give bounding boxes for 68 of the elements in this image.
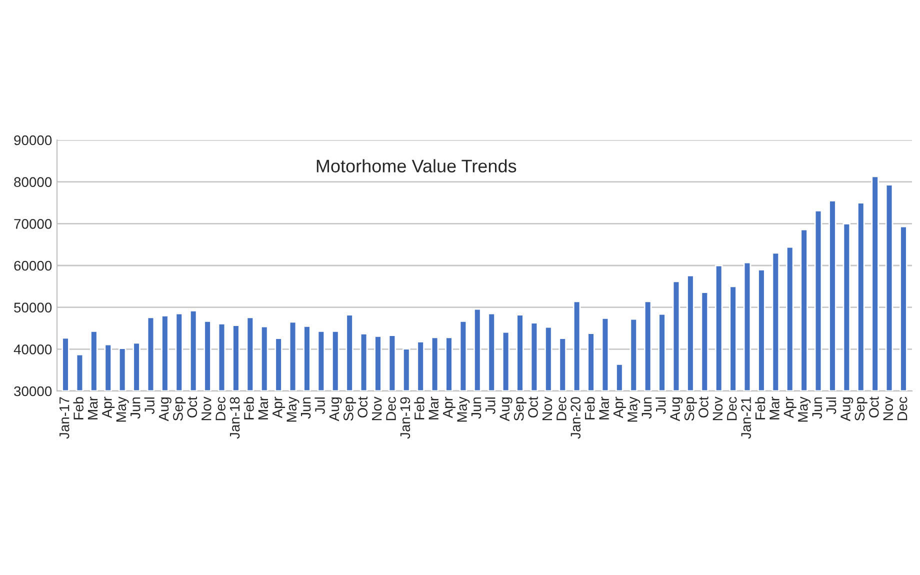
- x-tick-label: Aug: [670, 397, 683, 422]
- x-tick-label: Sep: [684, 397, 697, 421]
- x-tick-label: May: [798, 396, 811, 422]
- x-tick-label: Sep: [854, 397, 868, 421]
- x-tick-label: Oct: [528, 396, 538, 418]
- x-tick-label: Mar: [88, 396, 98, 420]
- x-tick-label: Oct: [358, 396, 368, 418]
- y-tick-label: 50000: [14, 302, 52, 313]
- x-tick-label: Oct: [868, 396, 879, 418]
- x-tick-label: Dec: [898, 396, 908, 420]
- x-tick-label: Mar: [770, 396, 780, 420]
- x-tick-label: May: [286, 396, 300, 422]
- x-tick-label: Aug: [500, 397, 512, 422]
- x-tick-label: Aug: [329, 397, 342, 422]
- x-tick-label: Feb: [584, 397, 595, 420]
- x-tick-label: Apr: [784, 396, 796, 418]
- x-tick-label: Nov: [883, 396, 894, 420]
- x-tick-label: Jun: [471, 397, 482, 419]
- x-tick-label: Sep: [343, 397, 356, 421]
- x-tick-label: Jul: [826, 397, 836, 414]
- x-tick-label: Jan-19: [400, 397, 410, 439]
- x-tick-label: Jun: [301, 397, 311, 419]
- x-tick-label: Nov: [202, 396, 212, 420]
- x-tick-label: Mar: [599, 396, 609, 420]
- x-tick-label: Jul: [485, 397, 496, 414]
- x-tick-label: Mar: [428, 396, 439, 420]
- x-tick-label: Feb: [244, 397, 254, 420]
- x-tick-label: Jan-20: [570, 397, 581, 439]
- x-tick-label: Nov: [542, 396, 552, 420]
- x-tick-label: Sep: [173, 397, 186, 421]
- x-tick-label: Dec: [727, 396, 737, 420]
- x-tick-label: Jun: [130, 397, 140, 419]
- x-tick-label: Dec: [216, 396, 226, 420]
- y-tick-label: 40000: [14, 344, 52, 354]
- y-tick-label: 90000: [14, 135, 52, 146]
- x-tick-label: Mar: [258, 396, 268, 420]
- x-tick-label: Feb: [754, 397, 766, 420]
- x-tick-label: Jul: [656, 397, 666, 414]
- x-tick-label: Jan-17: [60, 397, 70, 439]
- x-tick-label: Apr: [102, 396, 115, 418]
- x-tick-label: Jul: [314, 397, 325, 414]
- x-tick-label: Apr: [443, 396, 456, 418]
- y-tick-label: 80000: [14, 177, 52, 188]
- y-tick-label: 70000: [14, 219, 52, 229]
- x-tick-label: Nov: [712, 396, 723, 420]
- x-tick-label: Apr: [613, 396, 626, 418]
- x-tick-label: Aug: [158, 397, 172, 422]
- x-tick-label: Feb: [414, 397, 424, 420]
- x-tick-label: Jan-18: [230, 397, 240, 439]
- x-tick-label: Jan-21: [741, 397, 751, 439]
- x-tick-label: Sep: [514, 397, 526, 421]
- x-tick-label: Nov: [372, 396, 382, 420]
- y-tick-label: 30000: [14, 386, 52, 396]
- x-tick-label: Aug: [840, 397, 854, 422]
- x-tick-label: Dec: [386, 396, 396, 420]
- x-tick-label: Jun: [812, 397, 822, 419]
- x-tick-label: Feb: [73, 397, 84, 420]
- text: Motorhome Value Trends: [316, 159, 516, 172]
- x-tick-label: Jul: [144, 397, 154, 414]
- x-tick-label: May: [457, 396, 470, 422]
- x-tick-label: Apr: [272, 396, 286, 418]
- x-tick-label: Jun: [642, 397, 652, 419]
- x-tick-label: May: [628, 396, 640, 422]
- x-tick-label: Oct: [187, 396, 198, 418]
- x-tick-label: May: [116, 396, 129, 422]
- y-tick-label: 60000: [14, 260, 52, 271]
- x-tick-label: Oct: [698, 396, 708, 418]
- x-tick-label: Dec: [556, 396, 566, 420]
